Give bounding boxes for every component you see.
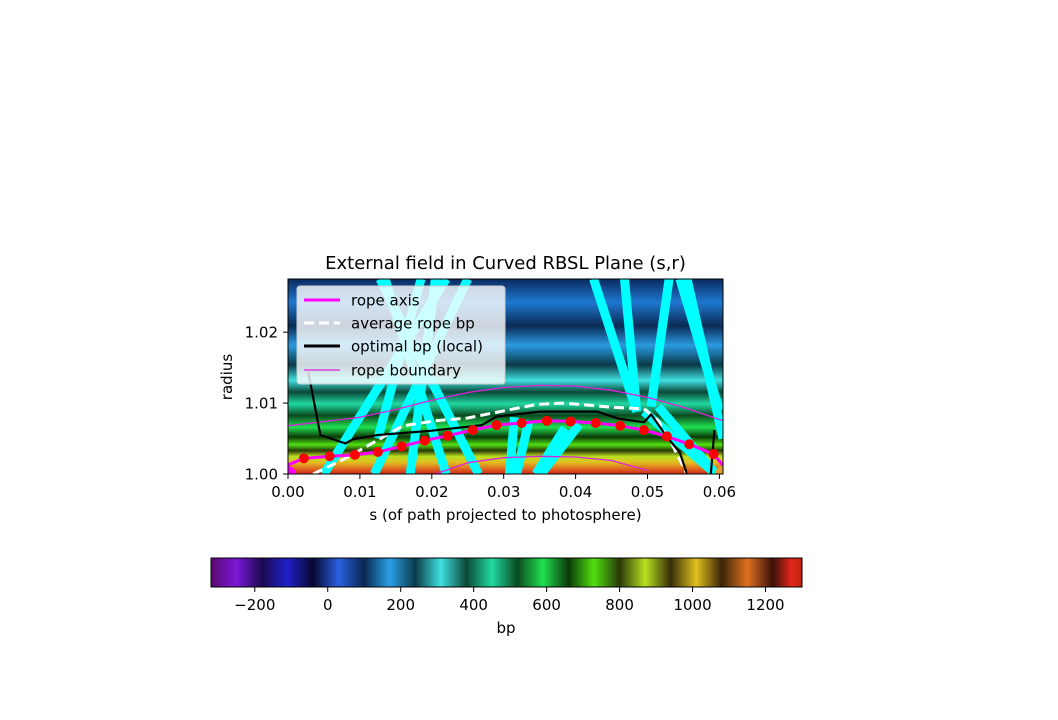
- y-tick-label: 1.01: [245, 395, 278, 413]
- x-tick-label: 0.02: [415, 483, 448, 501]
- colorbar-label: bp: [496, 619, 515, 637]
- x-tick-label: 0.03: [487, 483, 520, 501]
- colorbar: −200 0 200 400 600 800 1000 1200 bp: [210, 557, 803, 637]
- colorbar-tick-label: −200: [234, 596, 275, 614]
- field-line-7: [512, 419, 534, 474]
- colorbar-tick-label: 200: [386, 596, 415, 614]
- field-line-9: [537, 421, 583, 474]
- colorbar-tick-label: 400: [459, 596, 488, 614]
- colorbar-tick-label: 600: [532, 596, 561, 614]
- x-axis: 0.00 0.01 0.02 0.03 0.04 0.05 0.06: [271, 474, 736, 501]
- colorbar-gradient: [210, 557, 803, 588]
- rope-axis-marker: [491, 420, 502, 431]
- x-tick-label: 0.04: [559, 483, 592, 501]
- rope-axis-marker: [516, 417, 527, 428]
- series-optimal-bp-local-right-branch: [709, 429, 716, 474]
- series-rope-boundary: [288, 384, 723, 427]
- legend: rope axis average rope bp optimal bp (lo…: [296, 285, 506, 385]
- legend-label-average-rope-bp: average rope bp: [351, 315, 475, 333]
- legend-label-rope-axis: rope axis: [351, 292, 420, 310]
- rope-axis-marker: [419, 435, 430, 446]
- colorbar-ticks: −200 0 200 400 600 800 1000 1200: [234, 587, 785, 614]
- colorbar-tick-label: 1200: [746, 596, 784, 614]
- y-tick-label: 1.02: [245, 324, 278, 342]
- series-optimal-bp-local: [307, 370, 689, 474]
- field-line-11: [620, 279, 642, 413]
- legend-box: [296, 285, 506, 385]
- x-tick-label: 0.00: [271, 483, 304, 501]
- footpoint-1: [715, 466, 723, 474]
- footpoints: [288, 466, 723, 474]
- rope-axis-marker: [324, 451, 335, 462]
- y-axis: 1.00 1.01 1.02: [245, 324, 288, 484]
- series-rope-boundary-lower: [435, 455, 648, 474]
- x-tick-label: 0.05: [631, 483, 664, 501]
- main-plot: External field in Curved RBSL Plane (s,r…: [218, 253, 736, 524]
- colorbar-tick-label: 0: [323, 596, 333, 614]
- legend-label-optimal-bp: optimal bp (local): [351, 338, 483, 356]
- y-axis-label: radius: [218, 354, 236, 401]
- rope-axis-markers: [298, 415, 719, 464]
- colorbar-tick-label: 800: [605, 596, 634, 614]
- y-tick-label: 1.00: [245, 466, 278, 484]
- rope-axis-marker: [565, 416, 576, 427]
- field-line-8: [532, 425, 569, 474]
- rope-axis-marker: [541, 415, 552, 426]
- rope-axis-marker: [638, 425, 649, 436]
- rope-axis-marker: [372, 447, 383, 458]
- rope-axis-marker: [708, 449, 719, 460]
- x-tick-label: 0.01: [343, 483, 376, 501]
- colorbar-tick-label: 1000: [673, 596, 711, 614]
- rope-axis-marker: [467, 425, 478, 436]
- rope-axis-marker: [396, 441, 407, 452]
- rope-axis-marker: [684, 439, 695, 450]
- rope-axis-marker: [590, 417, 601, 428]
- field-line-13: [646, 279, 674, 408]
- field-line-6: [504, 416, 519, 474]
- rope-axis-marker: [298, 453, 309, 464]
- footpoint-0: [288, 466, 296, 474]
- rope-axis-marker: [349, 449, 360, 460]
- field-line-16: [682, 279, 723, 440]
- chart-title: External field in Curved RBSL Plane (s,r…: [325, 253, 686, 274]
- x-axis-label: s (of path projected to photosphere): [369, 506, 641, 524]
- rope-axis-marker: [615, 420, 626, 431]
- rope-axis-marker: [661, 431, 672, 442]
- plot-frame: [287, 278, 724, 475]
- x-tick-label: 0.06: [703, 483, 736, 501]
- rope-axis-marker: [442, 430, 453, 441]
- field-line-10: [589, 279, 641, 413]
- legend-label-rope-boundary: rope boundary: [351, 362, 461, 380]
